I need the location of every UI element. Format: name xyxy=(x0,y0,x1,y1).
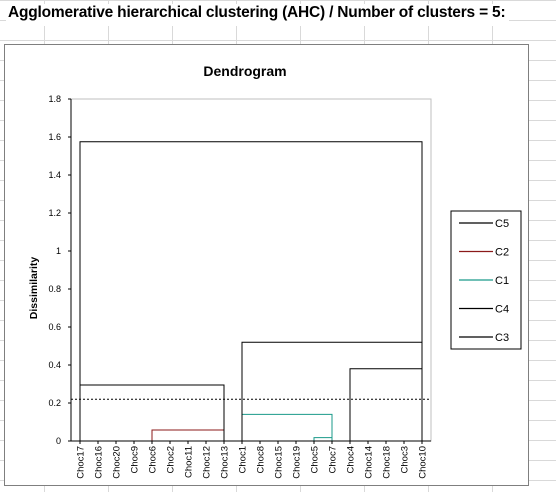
legend-label: C2 xyxy=(495,247,509,259)
y-tick-label: 0 xyxy=(56,436,61,446)
dendrogram-link xyxy=(152,430,224,441)
legend-label: C3 xyxy=(495,332,509,344)
page-heading: Agglomerative hierarchical clustering (A… xyxy=(6,4,509,26)
y-tick-label: 1.6 xyxy=(48,132,61,142)
y-tick-label: 0.8 xyxy=(48,284,61,294)
leaf-label: Choc3 xyxy=(400,446,411,473)
y-tick-label: 0.6 xyxy=(48,322,61,332)
leaf-label: Choc18 xyxy=(382,446,393,479)
y-tick-label: 0.2 xyxy=(48,398,61,408)
chart-area[interactable]: Dendrogram Dissimilarity 0 0.2 0.4 0.6 0.8 1 1… xyxy=(4,44,529,486)
dendrogram-link xyxy=(242,414,332,441)
leaf-label: Choc8 xyxy=(256,446,267,473)
leaf-label: Choc19 xyxy=(292,446,303,479)
leaf-label: Choc7 xyxy=(328,446,339,473)
leaf-label: Choc17 xyxy=(76,446,87,479)
leaf-label: Choc11 xyxy=(184,446,195,478)
legend-label: C1 xyxy=(495,275,509,287)
leaf-label: Choc20 xyxy=(112,446,123,479)
leaf-label: Choc13 xyxy=(220,446,231,479)
dendrogram-link xyxy=(314,438,332,441)
dendrogram-link xyxy=(80,142,422,441)
leaf-label: Choc10 xyxy=(418,446,429,479)
leaf-label: Choc16 xyxy=(94,446,105,479)
leaf-label: Choc15 xyxy=(274,446,285,479)
chart-title: Dendrogram xyxy=(203,63,286,79)
legend[interactable]: C5 C2 C1 C4 C3 xyxy=(451,211,521,349)
leaf-label: Choc6 xyxy=(148,446,159,473)
legend-label: C4 xyxy=(495,304,509,316)
plot-group: 0 0.2 0.4 0.6 0.8 1 1.2 1.4 1.6 1.8 Choc17 Choc16 Ch… xyxy=(48,94,431,479)
y-tick-label: 0.4 xyxy=(48,360,61,370)
leaf-label: Choc5 xyxy=(310,446,321,473)
y-tick-label: 1.2 xyxy=(48,208,61,218)
leaf-label: Choc1 xyxy=(238,446,249,473)
y-tick-label: 1.8 xyxy=(48,94,61,104)
y-axis-title: Dissimilarity xyxy=(28,257,40,320)
leaf-label: Choc9 xyxy=(130,446,141,473)
legend-label: C5 xyxy=(495,218,509,230)
leaf-label: Choc2 xyxy=(166,446,177,473)
plot-frame xyxy=(71,99,431,441)
leaf-label: Choc14 xyxy=(364,446,375,479)
leaf-label: Choc12 xyxy=(202,446,213,479)
dendrogram-chart: Dendrogram Dissimilarity 0 0.2 0.4 0.6 0.8 1 1… xyxy=(5,45,530,487)
y-tick-label: 1 xyxy=(56,246,61,256)
leaf-label: Choc4 xyxy=(346,446,357,473)
dendrogram-link xyxy=(350,369,422,441)
y-tick-label: 1.4 xyxy=(48,170,61,180)
